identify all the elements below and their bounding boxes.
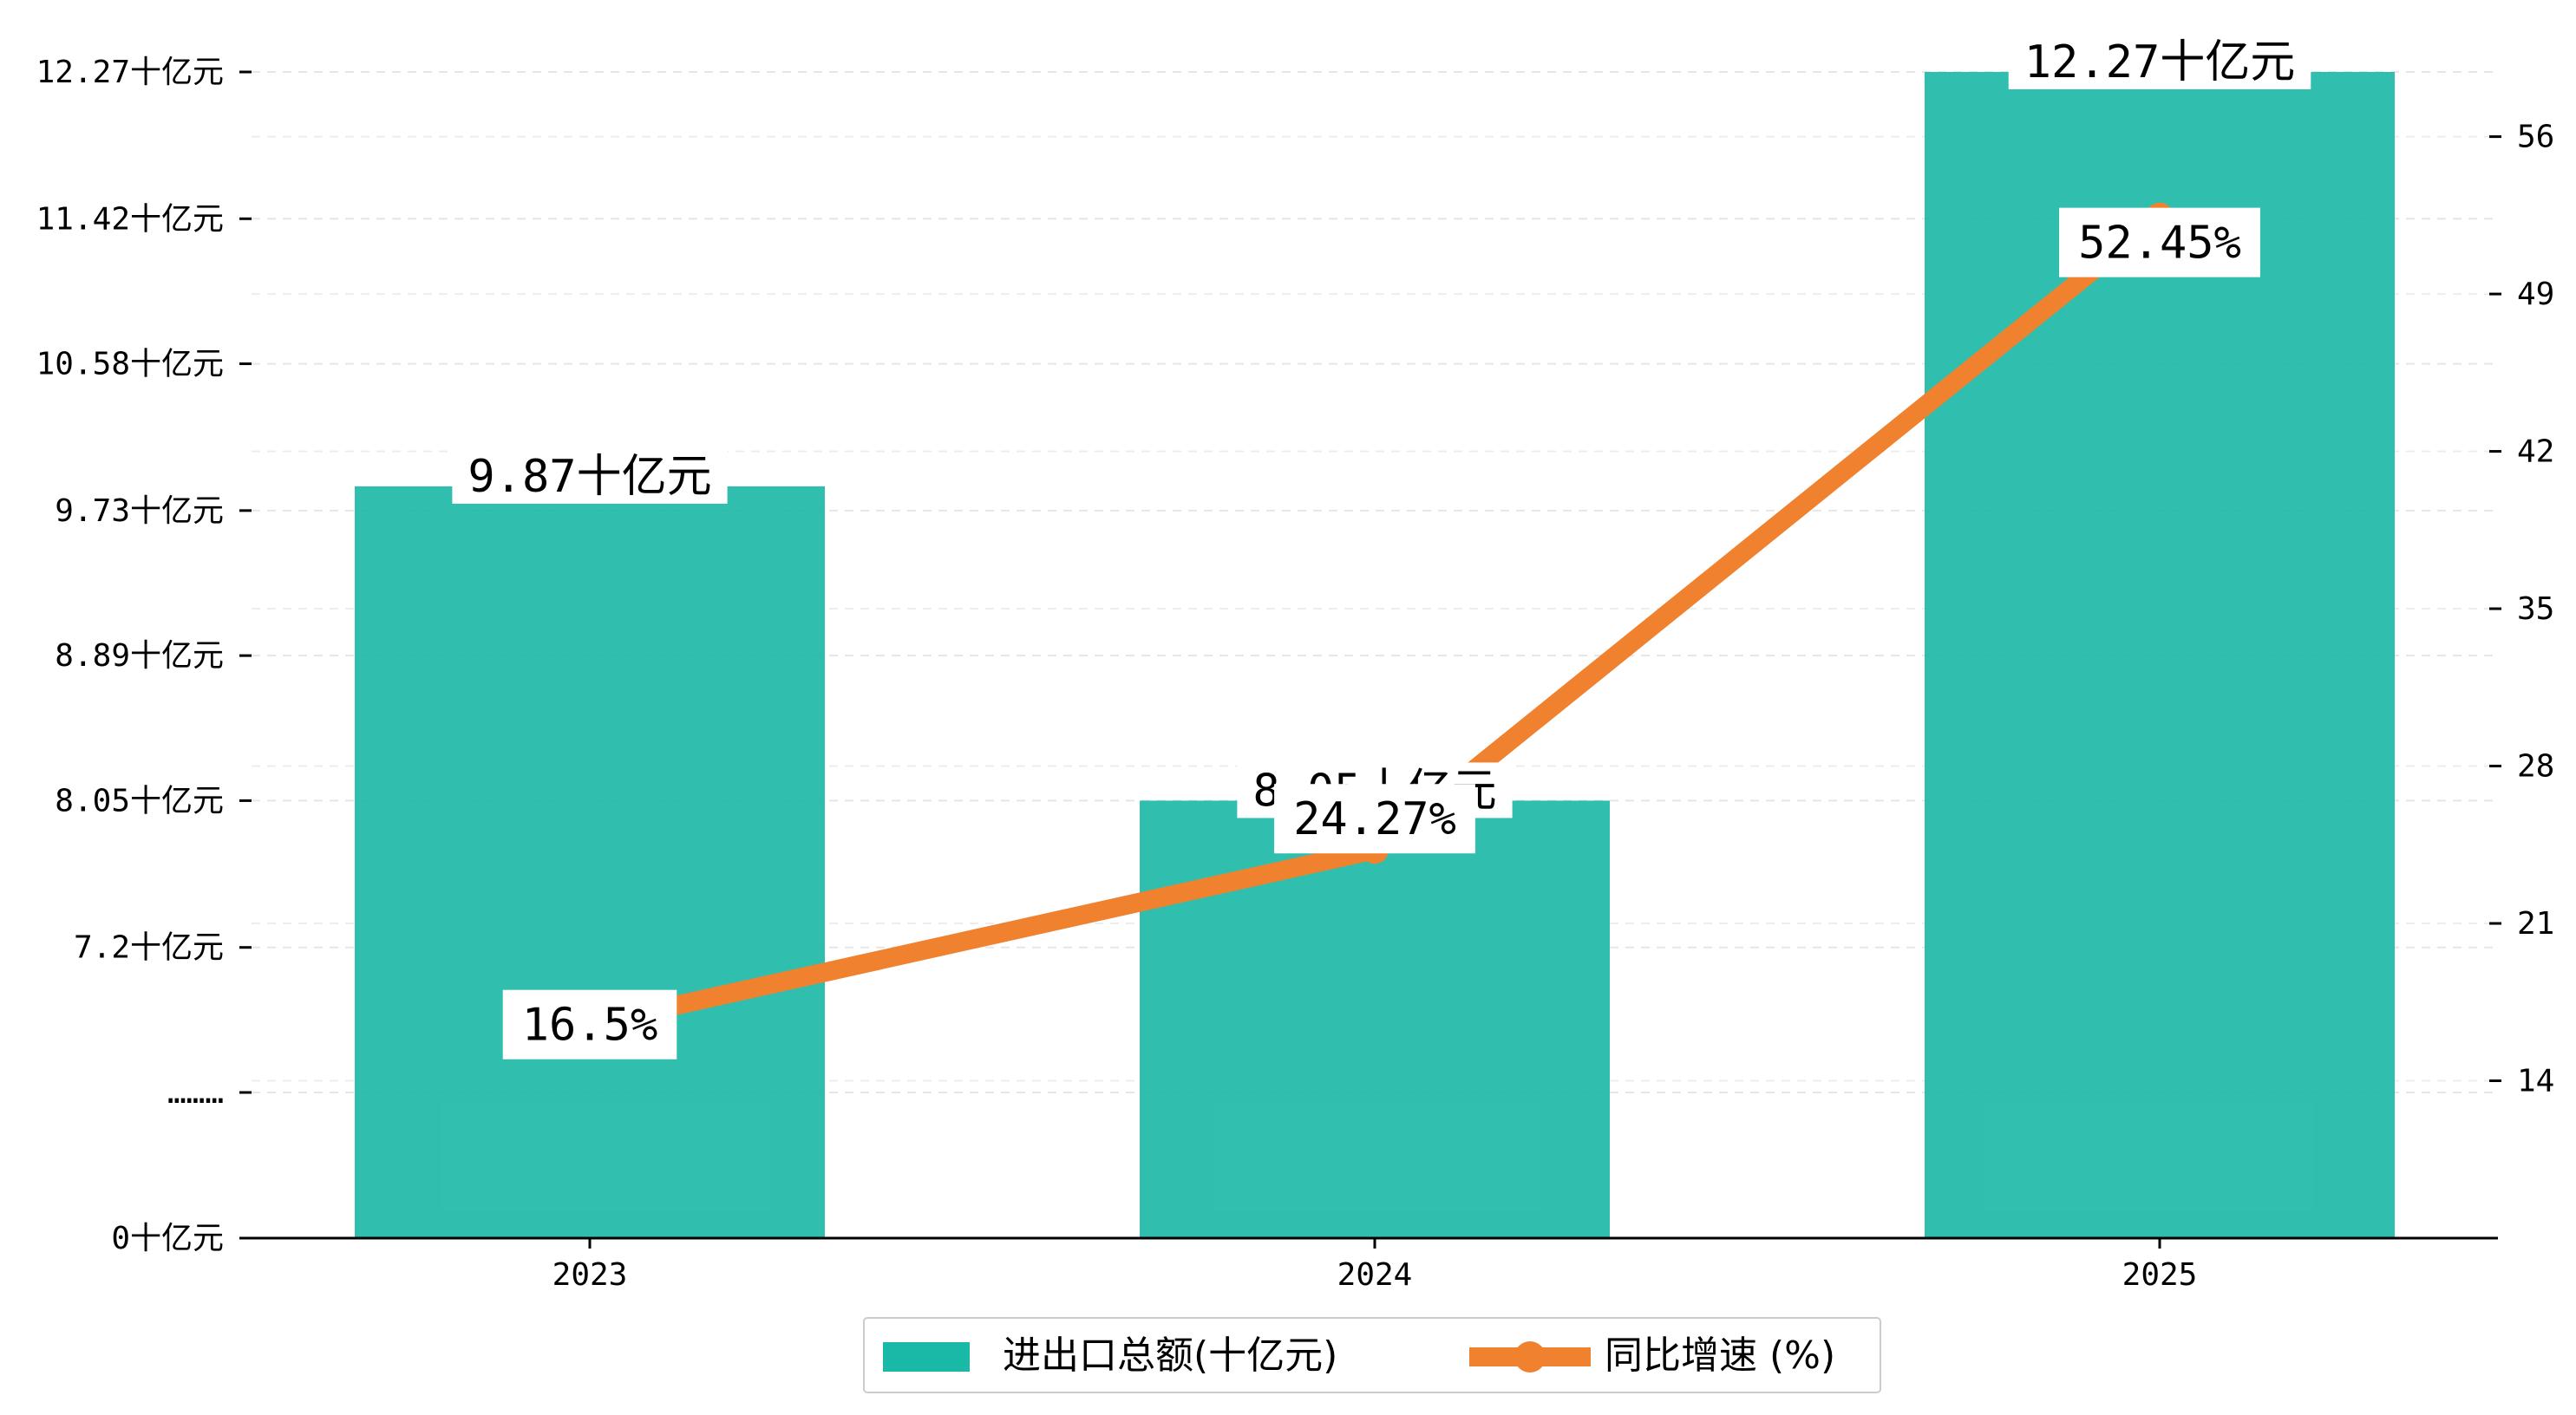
bar-value-label: 9.87十亿元 <box>452 447 728 504</box>
legend-line-marker <box>1514 1341 1546 1373</box>
bar-value-label-box <box>452 447 728 504</box>
y-right-tick-label: 42 <box>2517 434 2554 470</box>
y-left-tick-label: 8.05十亿元 <box>55 783 224 818</box>
y-left-tick-label: 10.58十亿元 <box>36 347 224 382</box>
y-left-tick-label: 12.27十亿元 <box>36 55 224 90</box>
axes: 0十亿元 ……… 7.2十亿元 8.05十亿元 8.89十亿元 9.73十亿元 10.58十… <box>36 55 2555 1293</box>
legend-bar-swatch <box>883 1342 970 1372</box>
bar <box>355 486 825 1238</box>
y-left-tick-label: ……… <box>167 1075 224 1111</box>
legend-bar-label: 进出口总额(十亿元) <box>1003 1333 1337 1378</box>
line-value-label: 52.45% <box>2059 207 2260 277</box>
y-left-tick-label: 11.42十亿元 <box>36 201 224 237</box>
bar-value-label-box <box>2008 34 2311 89</box>
y-left-tick-label: 0十亿元 <box>111 1221 224 1256</box>
line-value-label: 24.27% <box>1274 784 1475 854</box>
legend-line-label: 同比增速 (%) <box>1605 1333 1835 1378</box>
bar-value-label-text: 9.87十亿元 <box>467 451 711 503</box>
line-value-label-box <box>1274 784 1475 854</box>
y-right-tick-label: 56 <box>2517 120 2554 155</box>
line-value-label-text: 16.5% <box>522 1000 658 1052</box>
line-value-label-box <box>502 989 677 1060</box>
y-right-tick-label: 21 <box>2517 906 2554 942</box>
bars <box>355 72 2395 1238</box>
line-value-label-text: 24.27% <box>1293 793 1456 845</box>
x-tick-label: 2023 <box>552 1257 628 1293</box>
x-tick-label: 2024 <box>1337 1257 1413 1293</box>
y-right-tick-label: 49 <box>2517 277 2554 312</box>
x-tick-label: 2025 <box>2122 1257 2198 1293</box>
y-left-tick-label: 9.73十亿元 <box>55 493 224 529</box>
line-value-label: 16.5% <box>502 989 677 1060</box>
legend-frame <box>863 1317 1881 1393</box>
bar <box>1140 800 1610 1238</box>
bar-value-label-text: 12.27十亿元 <box>2024 36 2296 88</box>
y-left-tick-label: 7.2十亿元 <box>74 930 224 966</box>
y-right-tick-label: 35 <box>2517 591 2554 627</box>
y-left-tick-label: 8.89十亿元 <box>55 638 224 674</box>
y-right-tick-label: 14 <box>2517 1064 2554 1099</box>
line-value-label-box <box>2059 207 2260 277</box>
y-right-tick-label: 28 <box>2517 749 2554 785</box>
legend: 进出口总额(十亿元) 同比增速 (%) <box>863 1317 1881 1393</box>
bar-value-label: 12.27十亿元 <box>2008 34 2311 89</box>
line-value-label-text: 52.45% <box>2078 218 2241 270</box>
